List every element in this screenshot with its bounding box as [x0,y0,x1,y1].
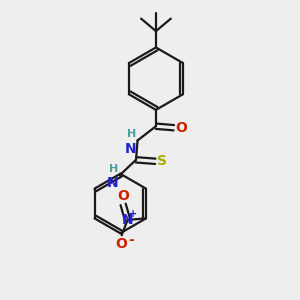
Text: O: O [175,121,187,135]
Text: O: O [116,237,127,251]
Text: N: N [122,213,134,227]
Text: N: N [106,176,118,190]
Text: O: O [117,189,129,202]
Text: H: H [109,164,118,174]
Text: N: N [124,142,136,156]
Text: H: H [127,129,136,139]
Text: S: S [157,154,167,168]
Text: +: + [129,209,137,220]
Text: -: - [128,233,134,247]
